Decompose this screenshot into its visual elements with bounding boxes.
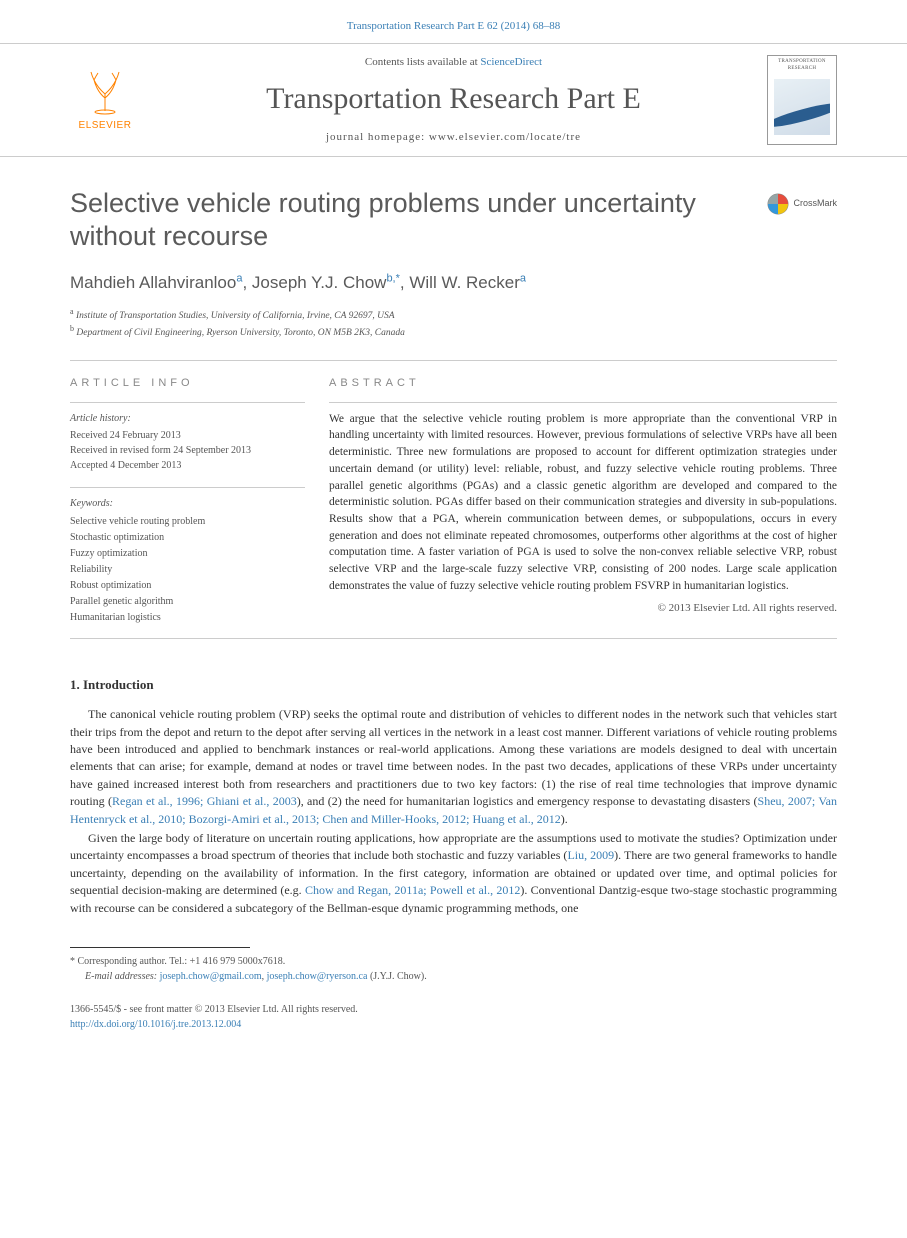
abstract-label: ABSTRACT [329, 375, 837, 392]
title-row: Selective vehicle routing problems under… [70, 187, 837, 255]
keyword-item: Stochastic optimization [70, 530, 305, 546]
affil-1-marker: a [70, 307, 74, 316]
history-revised: Received in revised form 24 September 20… [70, 443, 305, 458]
footnote-rule [70, 947, 250, 948]
history-received: Received 24 February 2013 [70, 428, 305, 443]
citation-link[interactable]: Chow and Regan, 2011a; Powell et al., 20… [305, 883, 520, 897]
doi-link[interactable]: http://dx.doi.org/10.1016/j.tre.2013.12.… [70, 1017, 837, 1032]
contents-prefix: Contents lists available at [365, 56, 480, 68]
keyword-item: Fuzzy optimization [70, 546, 305, 562]
author-1-name[interactable]: Mahdieh Allahviranloo [70, 273, 236, 292]
abstract-column: ABSTRACT We argue that the selective veh… [329, 375, 837, 626]
email-link-2[interactable]: joseph.chow@ryerson.ca [267, 971, 368, 982]
keyword-item: Reliability [70, 562, 305, 578]
abstract-copyright: © 2013 Elsevier Ltd. All rights reserved… [329, 600, 837, 617]
info-abstract-row: ARTICLE INFO Article history: Received 2… [70, 360, 837, 626]
journal-thumb-text: TRANSPORTATION RESEARCH [768, 56, 836, 75]
issn-copyright-line: 1366-5545/$ - see front matter © 2013 El… [70, 1002, 837, 1017]
author-list: Mahdieh Allahviranlooa, Joseph Y.J. Chow… [70, 270, 837, 296]
bottom-meta-block: 1366-5545/$ - see front matter © 2013 El… [70, 1002, 837, 1032]
crossmark-badge[interactable]: CrossMark [767, 187, 837, 215]
crossmark-label: CrossMark [793, 197, 837, 211]
para-text: ), and (2) the need for humanitarian log… [297, 794, 758, 808]
article-title: Selective vehicle routing problems under… [70, 187, 767, 255]
crossmark-icon [767, 193, 789, 215]
corresponding-author-block: * Corresponding author. Tel.: +1 416 979… [70, 954, 837, 984]
affil-1-text: Institute of Transportation Studies, Uni… [76, 311, 395, 321]
masthead: ELSEVIER Contents lists available at Sci… [0, 43, 907, 157]
article-body: Selective vehicle routing problems under… [0, 157, 907, 1053]
affil-2-marker: b [70, 324, 74, 333]
keyword-item: Humanitarian logistics [70, 610, 305, 626]
history-heading: Article history: [70, 411, 305, 426]
author-1-affil-marker: a [236, 272, 242, 284]
email-suffix: (J.Y.J. Chow). [367, 971, 426, 982]
intro-paragraph-1: The canonical vehicle routing problem (V… [70, 706, 837, 828]
keywords-heading: Keywords: [70, 496, 305, 512]
homepage-prefix: journal homepage: [326, 131, 429, 143]
affiliations-block: a Institute of Transportation Studies, U… [70, 306, 837, 341]
running-head: Transportation Research Part E 62 (2014)… [0, 0, 907, 43]
citation-link[interactable]: Regan et al., 1996; Ghiani et al., 2003 [112, 794, 297, 808]
article-info-column: ARTICLE INFO Article history: Received 2… [70, 375, 305, 626]
affiliation-1: a Institute of Transportation Studies, U… [70, 306, 837, 323]
homepage-url[interactable]: www.elsevier.com/locate/tre [429, 131, 581, 143]
journal-cover-thumbnail[interactable]: TRANSPORTATION RESEARCH [767, 55, 837, 145]
author-2-name[interactable]: Joseph Y.J. Chow [252, 273, 387, 292]
keyword-item: Parallel genetic algorithm [70, 594, 305, 610]
journal-thumb-image [774, 79, 830, 135]
introduction-section: 1. Introduction The canonical vehicle ro… [70, 675, 837, 917]
elsevier-tree-icon [80, 66, 130, 116]
keywords-block: Keywords: Selective vehicle routing prob… [70, 487, 305, 626]
masthead-center: Contents lists available at ScienceDirec… [140, 54, 767, 146]
article-info-label: ARTICLE INFO [70, 375, 305, 392]
history-accepted: Accepted 4 December 2013 [70, 458, 305, 473]
affiliation-2: b Department of Civil Engineering, Ryers… [70, 323, 837, 340]
publisher-name: ELSEVIER [70, 118, 140, 133]
abstract-bottom-rule [70, 638, 837, 639]
abstract-text: We argue that the selective vehicle rout… [329, 402, 837, 594]
journal-title: Transportation Research Part E [140, 76, 767, 121]
affil-2-text: Department of Civil Engineering, Ryerson… [76, 328, 404, 338]
author-2-affil-marker: b,* [386, 272, 399, 284]
email-label: E-mail addresses: [85, 971, 157, 982]
publisher-logo[interactable]: ELSEVIER [70, 66, 140, 133]
para-text: ). [561, 812, 568, 826]
email-link-1[interactable]: joseph.chow@gmail.com [160, 971, 262, 982]
corresponding-marker: * [70, 956, 75, 967]
keyword-item: Robust optimization [70, 578, 305, 594]
intro-paragraph-2: Given the large body of literature on un… [70, 830, 837, 917]
author-3-affil-marker: a [520, 272, 526, 284]
article-history-block: Article history: Received 24 February 20… [70, 402, 305, 473]
sciencedirect-link[interactable]: ScienceDirect [480, 56, 542, 68]
email-line: E-mail addresses: joseph.chow@gmail.com,… [70, 969, 837, 984]
section-heading-1: 1. Introduction [70, 675, 837, 695]
author-3-name[interactable]: Will W. Recker [409, 273, 520, 292]
citation-link[interactable]: Liu, 2009 [567, 848, 614, 862]
keyword-item: Selective vehicle routing problem [70, 514, 305, 530]
contents-available-line: Contents lists available at ScienceDirec… [140, 54, 767, 71]
corresponding-line: * Corresponding author. Tel.: +1 416 979… [70, 954, 837, 969]
journal-homepage-line: journal homepage: www.elsevier.com/locat… [140, 129, 767, 146]
corresponding-text: Corresponding author. Tel.: +1 416 979 5… [78, 956, 286, 967]
